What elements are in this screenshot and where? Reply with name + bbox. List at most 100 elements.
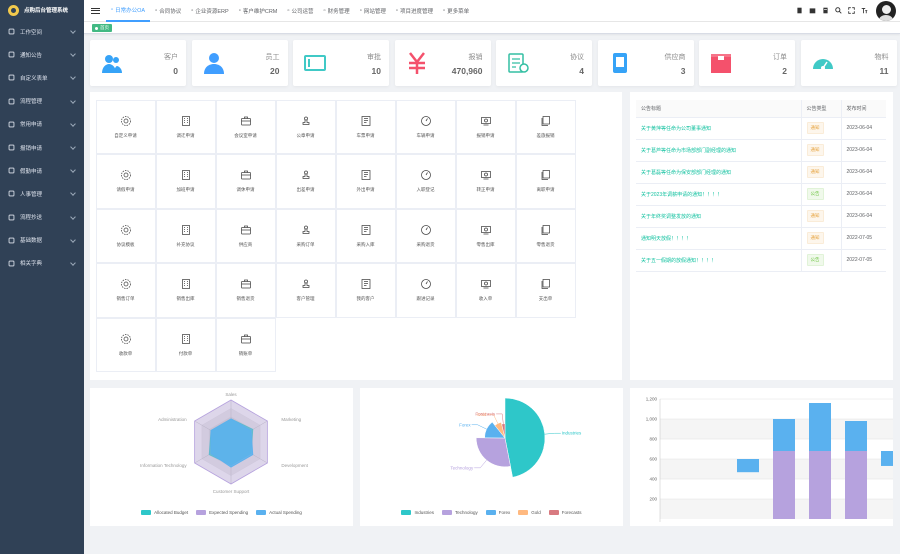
col-type[interactable]: 公告类型 bbox=[800, 100, 841, 118]
file-icon[interactable] bbox=[822, 7, 829, 14]
top-nav-item[interactable]: ▫ 财务管理 bbox=[319, 0, 355, 22]
stat-card[interactable]: 物料 11 bbox=[800, 40, 897, 86]
app-tile[interactable]: 零售出库 bbox=[455, 208, 516, 263]
user-avatar[interactable] bbox=[876, 0, 896, 21]
app-tile[interactable]: 收入单 bbox=[455, 263, 516, 318]
sidebar-item[interactable]: 工作空间 bbox=[0, 20, 84, 43]
sidebar-item[interactable]: 流程管理 bbox=[0, 90, 84, 113]
app-tile[interactable]: 出差申请 bbox=[275, 154, 336, 209]
app-tile[interactable]: 加班申请 bbox=[155, 154, 216, 209]
legend-item[interactable]: Forex bbox=[485, 510, 510, 515]
notice-title[interactable]: 通知明天放假！！！！ bbox=[636, 227, 801, 250]
top-nav-item[interactable]: ▫ 合同协议 bbox=[150, 0, 186, 22]
legend-item[interactable]: Allocated Budget bbox=[141, 510, 188, 515]
stat-card[interactable]: 订单 2 bbox=[699, 40, 795, 86]
app-tile[interactable]: 销售订单 bbox=[95, 263, 156, 318]
sidebar-item[interactable]: 流程抄送 bbox=[0, 206, 84, 229]
notice-title[interactable]: 关于五一假期的放假通知！！！！ bbox=[636, 249, 801, 272]
app-tile[interactable]: 补充协议 bbox=[155, 208, 216, 263]
notice-row[interactable]: 通知明天放假！！！！ 通知 2022-07-05 bbox=[636, 227, 886, 250]
app-tile[interactable]: 会议室申请 bbox=[215, 99, 276, 154]
legend-item[interactable]: Expected Spending bbox=[196, 510, 248, 515]
app-tile[interactable]: 采购订单 bbox=[275, 208, 336, 263]
stat-card[interactable]: 客户 0 bbox=[90, 40, 186, 86]
sidebar-item[interactable]: 人事管理 bbox=[0, 182, 84, 205]
app-tile[interactable]: 请假申请 bbox=[95, 154, 156, 209]
app-tile[interactable]: 付款单 bbox=[155, 317, 216, 372]
document-icon[interactable] bbox=[796, 7, 803, 14]
app-tile[interactable]: 客户管理 bbox=[275, 263, 336, 318]
top-nav-item[interactable]: ▫ 公司运营 bbox=[282, 0, 318, 22]
legend-item[interactable]: Forecasts bbox=[548, 510, 582, 515]
sidebar-item[interactable]: 假勤申请 bbox=[0, 159, 84, 182]
notice-title[interactable]: 关于2023年调薪申请的通知！！！！ bbox=[636, 183, 801, 206]
app-tile[interactable]: 离职申请 bbox=[515, 154, 576, 209]
legend-item[interactable]: Gold bbox=[518, 510, 541, 515]
app-tile[interactable]: 入职登记 bbox=[395, 154, 456, 209]
app-tile[interactable]: 自定义申请 bbox=[95, 99, 156, 154]
app-tile[interactable]: 调休申请 bbox=[215, 154, 276, 209]
app-tile[interactable]: 收款单 bbox=[95, 317, 156, 372]
stat-card[interactable]: 报销 470,960 bbox=[394, 40, 491, 86]
app-tile[interactable]: 采购入库 bbox=[335, 208, 396, 263]
search-icon[interactable] bbox=[835, 7, 842, 14]
app-tile[interactable]: 零售退货 bbox=[515, 208, 576, 263]
notice-row[interactable]: 关于葛磊等任命为保安部部门经理的通知 通知 2023-06-04 bbox=[636, 161, 886, 184]
stat-card[interactable]: 员工 20 bbox=[191, 40, 288, 86]
app-tile[interactable]: 支出单 bbox=[515, 263, 576, 318]
notice-row[interactable]: 关于年终奖调整发放的通知 通知 2023-06-04 bbox=[636, 205, 886, 228]
sidebar-item[interactable]: 报销申请 bbox=[0, 136, 84, 159]
sidebar-item[interactable]: 通知公告 bbox=[0, 43, 84, 66]
app-tile[interactable]: 调迁申请 bbox=[155, 99, 216, 154]
top-nav-item[interactable]: ▫ 更多菜单 bbox=[438, 0, 474, 22]
sidebar-item[interactable]: 自定义表单 bbox=[0, 66, 84, 89]
tag-home[interactable]: 首页 bbox=[92, 24, 112, 32]
sidebar-item[interactable]: 基础数据 bbox=[0, 229, 84, 252]
col-date[interactable]: 发布时间 bbox=[840, 100, 886, 118]
app-tile[interactable]: 销售退货 bbox=[215, 263, 276, 318]
app-tile[interactable]: 差旅报销 bbox=[515, 99, 576, 154]
notice-title[interactable]: 关于葛磊等任命为保安部部门经理的通知 bbox=[636, 161, 801, 184]
stat-card[interactable]: 协议 4 bbox=[496, 40, 592, 86]
app-tile[interactable]: 销售出库 bbox=[155, 263, 216, 318]
app-tile[interactable]: 外出申请 bbox=[335, 154, 396, 209]
app-tile[interactable]: 我的客户 bbox=[335, 263, 396, 318]
legend-item[interactable]: Industries bbox=[401, 510, 434, 515]
stat-card[interactable]: 审批 10 bbox=[293, 40, 389, 86]
app-tile[interactable]: 转正申请 bbox=[455, 154, 516, 209]
legend-item[interactable]: Technology bbox=[441, 510, 478, 515]
fullscreen-icon[interactable] bbox=[848, 7, 855, 14]
hamburger-icon[interactable] bbox=[91, 7, 100, 14]
notice-title[interactable]: 关于葛芦等任命为市场部部门副经理的通知 bbox=[636, 139, 801, 162]
top-nav-item[interactable]: ▫ 项目进度管理 bbox=[391, 0, 438, 22]
cart-icon bbox=[181, 279, 190, 290]
sidebar-item[interactable]: 常用申请 bbox=[0, 113, 84, 136]
font-size-icon[interactable] bbox=[861, 7, 868, 14]
top-nav-item[interactable]: ▫ 客户维护CRM bbox=[234, 0, 283, 22]
app-tile[interactable]: 公章申请 bbox=[275, 99, 336, 154]
notice-title[interactable]: 关于年终奖调整发放的通知 bbox=[636, 205, 801, 228]
legend-item[interactable]: Actual Spending bbox=[256, 510, 302, 515]
app-tile[interactable]: 报销申请 bbox=[455, 99, 516, 154]
app-tile[interactable]: 协议模板 bbox=[95, 208, 156, 263]
app-tile[interactable]: 销账单 bbox=[215, 317, 276, 372]
app-tile[interactable]: 跟进记录 bbox=[395, 263, 456, 318]
top-nav-item[interactable]: ▫ 日常办公OA bbox=[106, 0, 151, 22]
folder-icon[interactable] bbox=[809, 7, 816, 14]
sidebar-item[interactable]: 相关字典 bbox=[0, 252, 84, 275]
notice-title[interactable]: 关于黄萍等任命为公司董事通知 bbox=[636, 117, 801, 140]
stat-card[interactable]: 供应商 3 bbox=[597, 40, 694, 86]
notice-row[interactable]: 关于2023年调薪申请的通知！！！！ 公告 2023-06-04 bbox=[636, 183, 886, 206]
col-title[interactable]: 公告标题 bbox=[636, 100, 801, 118]
app-tile[interactable]: 供应商 bbox=[215, 208, 276, 263]
top-nav-item[interactable]: ▫ 企业资源ERP bbox=[186, 0, 233, 22]
notice-row[interactable]: 关于黄萍等任命为公司董事通知 通知 2023-06-04 bbox=[636, 117, 886, 140]
app-tile[interactable]: 车票申请 bbox=[335, 99, 396, 154]
toolbar-right bbox=[796, 0, 900, 21]
notice-row[interactable]: 关于五一假期的放假通知！！！！ 公告 2022-07-05 bbox=[636, 249, 886, 272]
app-logo[interactable]: 点购后台管理系统 bbox=[0, 0, 84, 20]
app-tile[interactable]: 车辆申请 bbox=[395, 99, 456, 154]
notice-row[interactable]: 关于葛芦等任命为市场部部门副经理的通知 通知 2023-06-04 bbox=[636, 139, 886, 162]
app-tile[interactable]: 采购退货 bbox=[395, 208, 456, 263]
top-nav-item[interactable]: ▫ 网站管理 bbox=[355, 0, 391, 22]
